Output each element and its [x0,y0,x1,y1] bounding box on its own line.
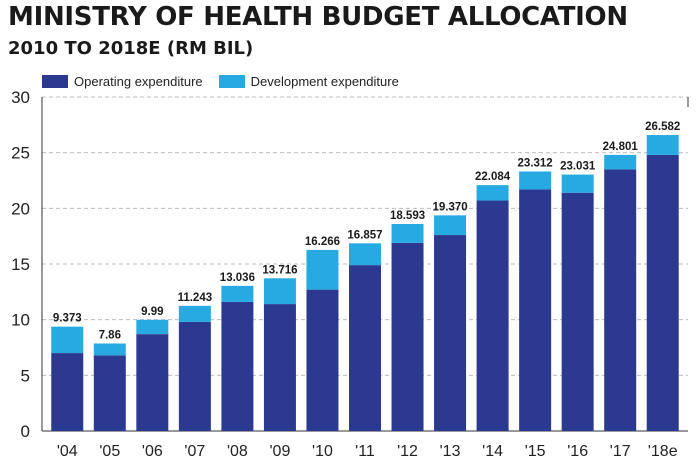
data-label: 11.243 [178,292,213,304]
bar-development [51,326,84,354]
bar-development [178,305,211,322]
bar-development [136,319,169,335]
x-tick-label: '06 [142,443,163,460]
legend-item-development: Development expenditure [218,74,399,89]
bar-development [476,185,509,201]
bar-operating [349,265,381,431]
legend-swatch-development [218,75,245,88]
data-label: 13.716 [262,264,297,276]
y-tick-label: 15 [11,255,30,274]
x-tick-label: '16 [567,443,588,460]
bar-development [519,171,552,190]
x-tick-label: '10 [312,443,333,460]
data-label: 16.266 [305,236,340,248]
bar-operating [306,289,339,431]
legend-swatch-operating [42,75,68,88]
data-label: 9.99 [141,306,163,318]
bar-operating [476,200,509,431]
chart-title: MINISTRY OF HEALTH BUDGET ALLOCATION [8,2,628,32]
data-label: 23.312 [518,157,553,169]
bar-operating [51,353,84,431]
y-tick-label: 30 [11,88,30,107]
bar-development [221,285,254,302]
bar-operating [178,321,211,431]
x-tick-label: '07 [184,443,205,460]
x-tick-label: '09 [270,443,291,460]
x-tick-label: '08 [227,443,248,460]
data-label: 22.084 [475,171,511,183]
data-label: 24.801 [603,141,639,153]
data-label: 19.370 [432,201,467,213]
bar-operating [136,334,169,431]
bar-development [263,278,296,305]
bar-operating [519,189,552,431]
bar-operating [646,154,679,432]
data-label: 16.857 [347,229,382,241]
bar-operating [561,192,594,431]
legend-label-development: Development expenditure [250,74,399,89]
bar-development [604,154,637,170]
legend: Operating expenditure Development expend… [42,74,415,89]
y-tick-label: 20 [11,199,30,218]
data-label: 23.031 [560,161,596,173]
bar-development [349,243,381,266]
y-tick-label: 10 [11,311,30,330]
bar-development [391,223,424,243]
x-tick-label: '11 [355,443,375,460]
x-tick-label: '04 [57,443,78,460]
x-tick-label: '15 [525,443,546,460]
bar-operating [604,169,637,431]
x-tick-label: '13 [440,443,461,460]
data-label: 26.582 [645,121,680,133]
y-tick-label: 0 [21,422,30,441]
bar-operating [221,301,254,431]
x-tick-label: '18e [648,443,678,460]
x-tick-label: '14 [482,443,503,460]
bar-development [434,215,467,236]
legend-label-operating: Operating expenditure [74,74,203,89]
data-label: 7.86 [99,329,121,341]
data-label: 13.036 [220,272,255,284]
data-label: 9.373 [53,313,82,325]
bar-operating [263,304,296,431]
data-label: 18.593 [390,210,425,222]
y-tick-label: 5 [21,366,30,385]
bar-operating [434,235,467,431]
chart-subtitle: 2010 TO 2018E (RM BIL) [8,38,254,59]
x-tick-label: '12 [397,443,418,460]
x-tick-label: '05 [99,443,120,460]
y-tick-label: 25 [11,144,30,163]
bar-operating [93,355,126,431]
bar-development [306,249,339,290]
bar-development [646,135,679,155]
bar-development [93,343,126,356]
bar-operating [391,242,424,431]
legend-item-operating: Operating expenditure [42,74,203,89]
bar-development [561,174,594,193]
x-tick-label: '17 [610,443,631,460]
